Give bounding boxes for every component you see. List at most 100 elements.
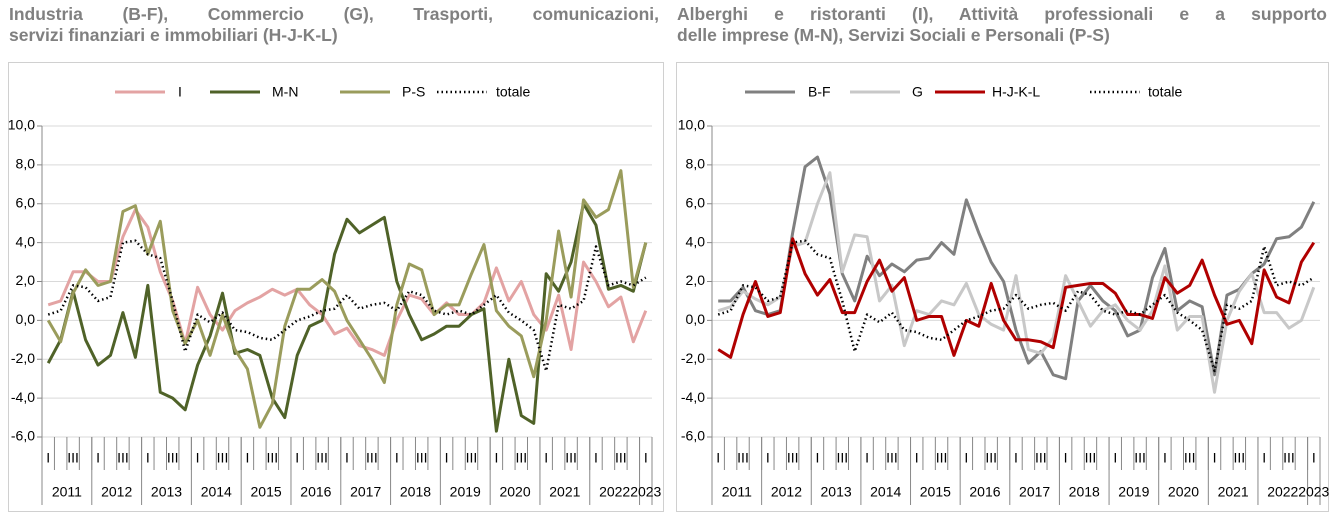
x-tick-label: III <box>737 450 749 466</box>
series-line <box>717 239 1315 373</box>
x-tick-label: I <box>345 450 349 466</box>
x-tick-label: III <box>1184 450 1196 466</box>
x-tick-label: I <box>395 450 399 466</box>
x-tick-label: III <box>1035 450 1047 466</box>
year-label: 2011 <box>722 484 752 500</box>
year-label: 2017 <box>1019 484 1050 500</box>
year-label: 2018 <box>400 484 431 500</box>
legend-label: M-N <box>272 84 298 100</box>
series-line <box>718 155 1316 381</box>
legend-label: B-F <box>808 84 831 100</box>
series-line <box>47 239 647 373</box>
year-label: 2020 <box>499 484 530 500</box>
x-tick-label: I <box>964 450 968 466</box>
title-line: servizi finanziari e immobiliari (H-J-K-… <box>9 25 338 45</box>
panel-border <box>676 62 1329 512</box>
y-tick-label: -6,0 <box>681 428 705 444</box>
x-tick-label: I <box>766 450 770 466</box>
y-tick-label: 8,0 <box>686 156 706 172</box>
year-label: 2012 <box>101 484 132 500</box>
x-tick-label: I <box>915 450 919 466</box>
year-label: 2012 <box>771 484 802 500</box>
x-tick-label: I <box>146 450 150 466</box>
x-tick-label: I <box>1113 450 1117 466</box>
year-label: 2017 <box>350 484 381 500</box>
year-label: 2013 <box>821 484 852 500</box>
year-label: 2019 <box>1118 484 1149 500</box>
x-tick-label: III <box>515 450 527 466</box>
y-tick-label: -4,0 <box>681 389 705 405</box>
series-line <box>47 208 648 357</box>
year-label: 2022 <box>599 484 630 500</box>
year-label: 2016 <box>300 484 331 500</box>
y-tick-label: 4,0 <box>16 233 36 249</box>
year-label: 2023 <box>630 484 661 500</box>
x-tick-label: III <box>787 450 799 466</box>
x-tick-label: III <box>217 450 229 466</box>
y-tick-label: 2,0 <box>16 272 36 288</box>
year-label: 2014 <box>201 484 232 500</box>
x-tick-label: I <box>46 450 50 466</box>
year-label: 2011 <box>52 484 82 500</box>
x-tick-label: I <box>1014 450 1018 466</box>
legend-label: I <box>178 84 182 100</box>
year-label: 2013 <box>151 484 182 500</box>
x-tick-label: I <box>196 450 200 466</box>
y-tick-label: 8,0 <box>16 156 36 172</box>
chart-title: Industria (B-F), Commercio (G), Trasport… <box>9 4 659 46</box>
y-tick-label: -6,0 <box>11 428 35 444</box>
x-tick-label: I <box>1312 450 1316 466</box>
year-label: 2020 <box>1168 484 1199 500</box>
x-tick-label: I <box>295 450 299 466</box>
legend-label: totale <box>1148 84 1182 100</box>
y-tick-label: -2,0 <box>681 350 705 366</box>
y-tick-label: 10,0 <box>8 117 35 133</box>
x-tick-label: I <box>445 450 449 466</box>
title-line: delle imprese (M-N), Servizi Sociali e P… <box>677 25 1110 45</box>
x-tick-label: I <box>716 450 720 466</box>
series-line <box>717 237 1316 359</box>
x-tick-label: III <box>416 450 428 466</box>
y-tick-label: 10,0 <box>678 117 705 133</box>
x-tick-label: I <box>494 450 498 466</box>
x-tick-label: III <box>117 450 129 466</box>
x-tick-label: III <box>985 450 997 466</box>
panel-border <box>8 62 664 512</box>
x-tick-label: III <box>366 450 378 466</box>
x-tick-label: III <box>167 450 179 466</box>
x-tick-label: I <box>1213 450 1217 466</box>
y-tick-label: 6,0 <box>16 194 36 210</box>
title-line: Alberghi e ristoranti (I), Attività prof… <box>677 4 1327 24</box>
year-label: 2022 <box>1267 484 1298 500</box>
x-tick-label: I <box>594 450 598 466</box>
year-label: 2021 <box>549 484 580 500</box>
x-tick-label: III <box>466 450 478 466</box>
year-label: 2015 <box>251 484 282 500</box>
y-tick-label: 0,0 <box>16 311 36 327</box>
x-tick-label: III <box>1283 450 1295 466</box>
x-tick-label: I <box>1163 450 1167 466</box>
legend-label: totale <box>496 84 530 100</box>
y-tick-label: 6,0 <box>686 194 706 210</box>
legend-label: G <box>912 84 923 100</box>
y-tick-label: 4,0 <box>686 233 706 249</box>
series-line <box>717 171 1316 394</box>
legend-label: H-J-K-L <box>992 84 1040 100</box>
year-label: 2018 <box>1069 484 1100 500</box>
x-tick-label: I <box>245 450 249 466</box>
year-label: 2014 <box>870 484 901 500</box>
x-tick-label: I <box>96 450 100 466</box>
year-label: 2015 <box>920 484 951 500</box>
x-tick-label: III <box>836 450 848 466</box>
y-tick-label: -4,0 <box>11 389 35 405</box>
series-line <box>46 202 648 433</box>
year-label: 2023 <box>1298 484 1329 500</box>
title-line: Industria (B-F), Commercio (G), Trasport… <box>9 4 659 24</box>
chart-title: Alberghi e ristoranti (I), Attività prof… <box>677 4 1327 46</box>
x-tick-label: III <box>615 450 627 466</box>
x-tick-label: I <box>644 450 648 466</box>
x-tick-label: I <box>544 450 548 466</box>
x-tick-label: III <box>316 450 328 466</box>
